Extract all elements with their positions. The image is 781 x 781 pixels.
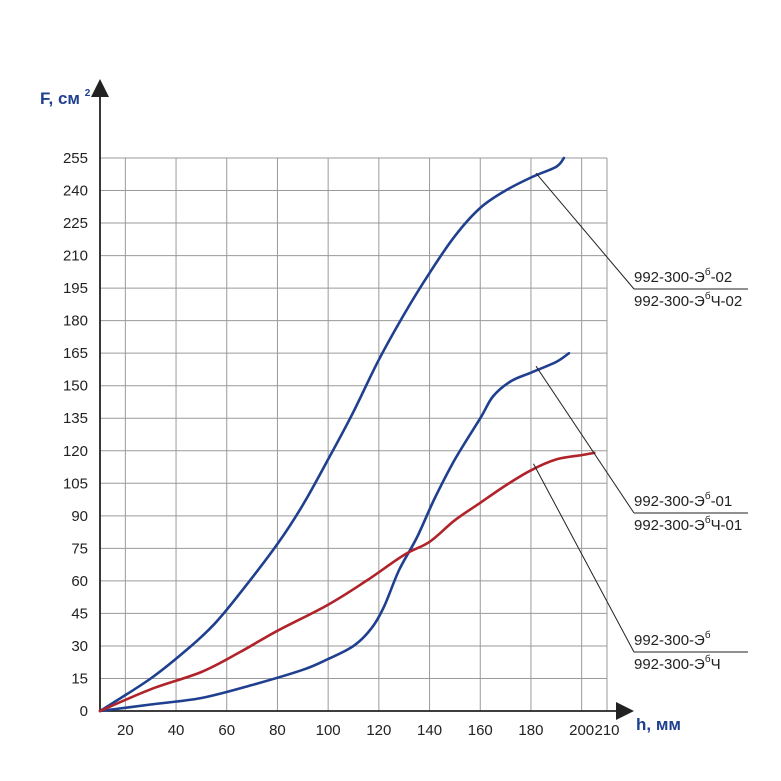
x-tick-label: 200 xyxy=(569,722,594,739)
series-line-2 xyxy=(98,351,571,713)
series-line-1 xyxy=(98,156,566,713)
y-tick-label: 225 xyxy=(63,215,88,232)
x-tick-label: 40 xyxy=(168,722,185,739)
x-tick-label: 100 xyxy=(316,722,341,739)
x-tick-label: 60 xyxy=(218,722,235,739)
y-axis-title: F, см 2 xyxy=(40,88,91,108)
x-tick-label: 20 xyxy=(117,722,134,739)
x-tick-label: 210 xyxy=(594,722,619,739)
x-tick-label: 140 xyxy=(417,722,442,739)
x-axis-title: h, мм xyxy=(636,715,681,734)
annotation-label-line-1: 992-300-Эб-02 xyxy=(634,266,732,286)
tick-labels: 0 15 30 45 60 75 90 105 120 135 150 165 180 195 210 225… xyxy=(63,150,620,739)
y-tick-label: 45 xyxy=(71,605,88,622)
y-tick-label: 0 xyxy=(80,703,88,720)
y-tick-label: 120 xyxy=(63,443,88,460)
y-tick-label: 90 xyxy=(71,508,88,525)
axes xyxy=(91,79,634,720)
annotation-3: 992-300-Эб 992-300-ЭбЧ xyxy=(533,463,748,673)
annotations: 992-300-Эб-02 992-300-ЭбЧ-02 992-300-Эб-01… xyxy=(533,172,748,673)
annotation-leader-line xyxy=(533,463,635,653)
x-tick-label: 120 xyxy=(366,722,391,739)
y-tick-label: 75 xyxy=(71,540,88,557)
y-tick-label: 15 xyxy=(71,670,88,687)
x-tick-label: 80 xyxy=(269,722,286,739)
annotation-leader-line xyxy=(535,172,635,290)
annotation-2: 992-300-Эб-01 992-300-ЭбЧ-01 xyxy=(535,365,748,534)
y-tick-label: 150 xyxy=(63,378,88,395)
annotation-label-line-1: 992-300-Эб-01 xyxy=(634,490,732,510)
y-axis-title-main: F, см xyxy=(40,89,80,108)
annotation-label-line-1: 992-300-Эб xyxy=(634,629,711,649)
y-tick-label: 180 xyxy=(63,313,88,330)
y-tick-label: 255 xyxy=(63,150,88,167)
series-line-3 xyxy=(98,451,596,713)
y-tick-label: 195 xyxy=(63,280,88,297)
y-tick-label: 210 xyxy=(63,248,88,265)
y-tick-label: 165 xyxy=(63,345,88,362)
y-axis-title-sup: 2 xyxy=(85,88,91,99)
y-tick-label: 135 xyxy=(63,410,88,427)
x-tick-label: 180 xyxy=(518,722,543,739)
y-tick-label: 30 xyxy=(71,638,88,655)
y-tick-label: 105 xyxy=(63,475,88,492)
y-tick-label: 60 xyxy=(71,573,88,590)
x-tick-label: 160 xyxy=(468,722,493,739)
annotation-1: 992-300-Эб-02 992-300-ЭбЧ-02 xyxy=(535,172,748,310)
annotation-label-line-2: 992-300-ЭбЧ xyxy=(634,653,721,673)
y-tick-label: 240 xyxy=(63,183,88,200)
series-lines xyxy=(98,156,596,713)
grid xyxy=(100,157,608,711)
annotation-leader-line xyxy=(535,365,635,514)
annotation-label-line-2: 992-300-ЭбЧ-01 xyxy=(634,514,742,534)
annotation-label-line-2: 992-300-ЭбЧ-02 xyxy=(634,290,742,310)
